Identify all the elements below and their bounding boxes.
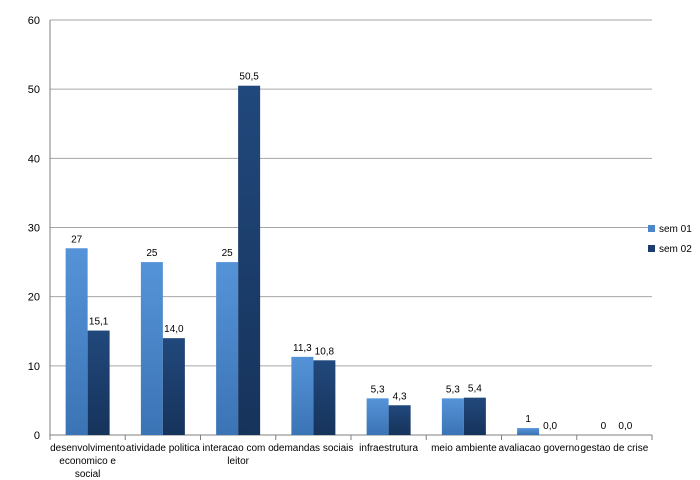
- y-tick-label: 10: [28, 361, 40, 373]
- legend-label: sem 01: [659, 224, 692, 235]
- bar-sem-01: [65, 248, 88, 435]
- data-label: 27: [71, 234, 83, 245]
- x-tick-label: desenvolvimento economico e social: [50, 443, 125, 480]
- bar-sem-01: [517, 428, 540, 435]
- bar-sem-02: [313, 360, 336, 435]
- data-label: 0,0: [543, 421, 557, 432]
- y-tick-label: 30: [28, 223, 40, 235]
- bar-sem-02: [388, 405, 411, 435]
- bar-sem-02: [463, 397, 486, 435]
- bars: [65, 85, 540, 435]
- x-tick-label-line: gestao de crise: [580, 443, 648, 454]
- data-label: 1: [525, 414, 531, 425]
- data-label: 50,5: [239, 72, 259, 83]
- x-tick-label: gestao de crise: [580, 443, 648, 454]
- bar-sem-02: [87, 330, 110, 435]
- x-tick-label-line: demandas sociais: [273, 443, 353, 454]
- data-label: 11,3: [293, 343, 312, 354]
- data-label: 14,0: [164, 324, 184, 335]
- data-label: 0,0: [618, 421, 632, 432]
- y-tick-label: 20: [28, 292, 40, 304]
- x-tick-label-line: economico e: [59, 456, 116, 467]
- data-label: 5,3: [446, 384, 460, 395]
- data-label: 4,3: [393, 391, 407, 402]
- gridlines: [50, 19, 652, 367]
- x-tick-label-line: infraestrutura: [359, 443, 418, 454]
- legend-swatch: [648, 225, 655, 232]
- legend-label: sem 02: [659, 244, 692, 255]
- x-tick-label: meio ambiente: [431, 443, 497, 454]
- x-tick-label: demandas sociais: [273, 443, 353, 454]
- x-tick-label-line: atividade politica: [126, 443, 200, 454]
- x-tick-label-line: interacao com o: [203, 443, 275, 454]
- data-label: 0: [601, 421, 607, 432]
- x-tick-label-line: avaliacao governo: [499, 443, 581, 454]
- data-label: 25: [222, 248, 234, 259]
- x-tick-label-line: meio ambiente: [431, 443, 497, 454]
- x-tick-label: interacao com o leitor: [203, 443, 275, 467]
- data-label: 25: [146, 248, 158, 259]
- x-tick-label-line: desenvolvimento: [50, 443, 125, 454]
- x-tick-label: atividade politica: [126, 443, 200, 454]
- bar-sem-01: [291, 356, 314, 435]
- bar-sem-01: [216, 262, 239, 435]
- x-tick-label: infraestrutura: [359, 443, 418, 454]
- x-tick-label: avaliacao governo: [499, 443, 581, 454]
- y-tick-label: 60: [28, 15, 40, 27]
- data-label: 15,1: [89, 317, 109, 328]
- x-tick-label-line: leitor: [227, 456, 249, 467]
- y-tick-label: 0: [34, 430, 40, 442]
- y-tick-label: 50: [28, 84, 40, 96]
- legend-swatch: [648, 245, 655, 252]
- data-labels: 27 25 25 11,3 5,3 5,3 1 0 15,1 14,0 50,5 10,8 4,3 5,4…: [71, 72, 633, 432]
- data-label: 10,8: [315, 346, 335, 357]
- bar-sem-02: [238, 85, 261, 435]
- data-label: 5,3: [371, 384, 385, 395]
- bar-sem-02: [162, 338, 185, 435]
- data-label: 5,4: [468, 384, 482, 395]
- y-tick-label: 40: [28, 153, 40, 165]
- legend: sem 01 sem 02: [648, 224, 692, 255]
- bar-sem-01: [441, 398, 464, 435]
- x-tick-label-line: social: [75, 469, 101, 480]
- bar-sem-01: [140, 262, 163, 435]
- bar-sem-01: [366, 398, 389, 435]
